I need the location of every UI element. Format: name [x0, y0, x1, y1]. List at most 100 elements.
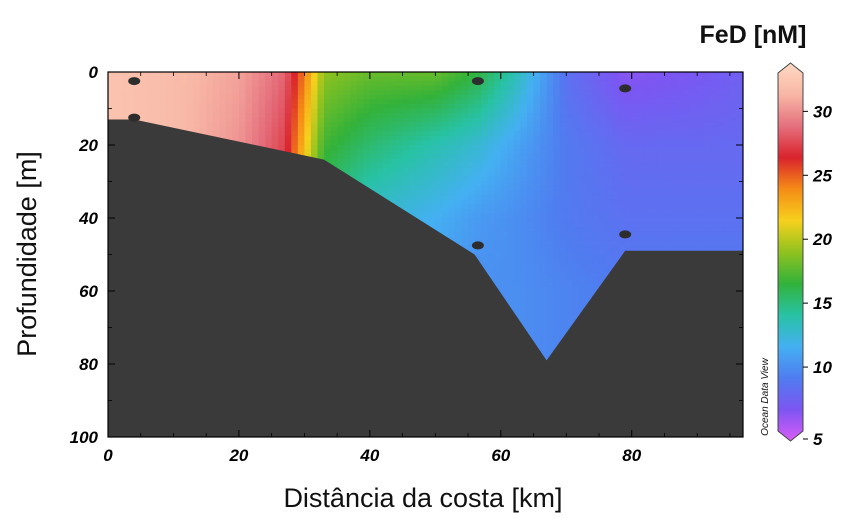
- field-cell: [716, 186, 724, 192]
- field-cell: [343, 131, 351, 137]
- field-cell: [468, 108, 476, 114]
- field-cell: [428, 163, 436, 169]
- field-cell: [454, 140, 463, 146]
- field-cell: [670, 213, 679, 219]
- field-cell: [553, 72, 561, 78]
- field-cell: [612, 199, 620, 205]
- field-cell: [553, 186, 561, 192]
- field-cell: [533, 186, 541, 192]
- field-cell: [670, 190, 679, 196]
- field-cell: [324, 122, 332, 128]
- field-cell: [520, 172, 528, 178]
- field-cell: [553, 76, 561, 82]
- field-cell: [553, 163, 561, 169]
- field-cell: [153, 99, 161, 105]
- field-cell: [612, 163, 620, 169]
- field-cell: [592, 122, 600, 128]
- field-cell: [684, 172, 692, 178]
- field-cell: [448, 186, 456, 192]
- field-cell: [350, 94, 358, 100]
- field-cell: [638, 113, 646, 119]
- field-cell: [612, 149, 620, 155]
- field-cell: [716, 85, 724, 91]
- field-cell: [140, 85, 148, 91]
- field-cell: [481, 149, 489, 155]
- field-cell: [330, 94, 338, 100]
- field-cell: [644, 145, 652, 151]
- field-cell: [657, 158, 666, 164]
- field-cell: [396, 126, 404, 132]
- field-cell: [592, 94, 600, 100]
- field-cell: [716, 227, 724, 233]
- field-cell: [553, 81, 561, 87]
- field-cell: [703, 108, 711, 114]
- field-cell: [265, 99, 273, 105]
- field-cell: [716, 76, 724, 82]
- field-cell: [605, 218, 613, 224]
- field-cell: [598, 140, 607, 146]
- field-cell: [526, 163, 535, 169]
- field-cell: [415, 213, 423, 219]
- field-cell: [481, 259, 489, 265]
- field-cell: [468, 227, 476, 233]
- field-cell: [677, 135, 685, 142]
- field-cell: [389, 149, 397, 155]
- field-cell: [363, 113, 371, 119]
- field-cell: [533, 199, 541, 205]
- field-cell: [422, 81, 430, 87]
- field-cell: [526, 103, 535, 110]
- field-cell: [526, 149, 535, 155]
- field-cell: [219, 113, 227, 119]
- field-cell: [448, 218, 456, 224]
- field-cell: [199, 103, 207, 110]
- field-cell: [304, 122, 312, 128]
- field-cell: [526, 272, 535, 278]
- field-cell: [540, 140, 548, 146]
- field-cell: [474, 126, 482, 132]
- field-cell: [651, 163, 659, 169]
- field-cell: [598, 272, 607, 278]
- field-cell: [474, 199, 482, 205]
- field-cell: [284, 85, 292, 91]
- field-cell: [271, 131, 279, 137]
- field-cell: [572, 186, 580, 192]
- field-cell: [684, 245, 692, 251]
- field-cell: [631, 167, 639, 173]
- field-cell: [729, 81, 738, 87]
- field-cell: [729, 158, 738, 164]
- field-cell: [546, 163, 554, 169]
- field-cell: [710, 90, 718, 96]
- field-cell: [422, 140, 430, 146]
- field-cell: [461, 108, 469, 114]
- field-cell: [703, 199, 711, 205]
- field-cell: [520, 245, 528, 251]
- field-cell: [199, 108, 207, 114]
- field-cell: [612, 213, 620, 219]
- field-cell: [258, 140, 266, 146]
- field-cell: [625, 145, 633, 151]
- field-cell: [664, 149, 672, 155]
- field-cell: [592, 158, 600, 164]
- field-cell: [271, 103, 279, 110]
- field-cell: [697, 117, 705, 123]
- field-cell: [428, 208, 436, 215]
- field-cell: [553, 236, 561, 242]
- field-cell: [612, 140, 620, 146]
- field-cell: [533, 103, 541, 110]
- field-cell: [140, 103, 148, 110]
- field-cell: [225, 117, 233, 123]
- field-cell: [631, 90, 639, 96]
- field-cell: [736, 122, 743, 128]
- field-cell: [520, 145, 528, 151]
- field-cell: [435, 90, 443, 96]
- field-cell: [553, 85, 561, 91]
- field-cell: [592, 240, 600, 246]
- field-cell: [487, 154, 495, 160]
- field-cell: [108, 76, 116, 82]
- field-cell: [716, 99, 724, 105]
- field-cell: [520, 126, 528, 132]
- field-cell: [605, 167, 613, 173]
- field-cell: [337, 122, 345, 128]
- field-cell: [612, 259, 620, 265]
- field-cell: [232, 99, 240, 105]
